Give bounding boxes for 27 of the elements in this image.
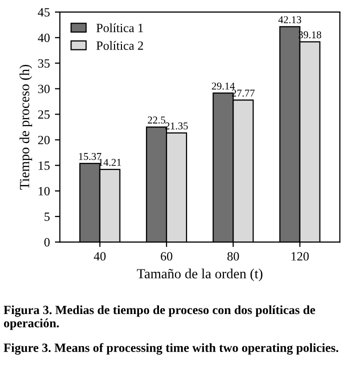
y-axis-title: Tiempo de proceso (h) [19, 64, 32, 190]
x-axis-title: Tamaño de la orden (t) [136, 268, 262, 282]
y-tick-label: 40 [38, 34, 50, 42]
data-label: 14.21 [99, 158, 121, 166]
legend-label: Política 2 [96, 41, 143, 50]
text: Figura 3. Medias de tiempo de proceso con dos políticas de operación. [4, 305, 316, 330]
y-tick-label: 20 [38, 136, 50, 144]
data-label: 42.13 [278, 16, 302, 24]
y-tick-label: 35 [38, 59, 50, 68]
y-tick-label: 15 [38, 161, 50, 170]
data-label: 27.77 [232, 90, 255, 97]
data-label: 22.5 [148, 116, 166, 124]
data-label: 29.14 [212, 82, 235, 90]
data-label: 15.37 [79, 152, 102, 160]
caption: Figure 3. Means of processing time with two operating policies. [4, 343, 338, 355]
x-tick-label: 120 [292, 252, 309, 261]
y-tick-label: 10 [38, 186, 50, 196]
x-tick-label: 60 [160, 252, 172, 261]
y-tick-label: 30 [38, 84, 50, 94]
x-tick-label: 40 [94, 252, 106, 261]
y-tick-label: 0 [44, 238, 50, 246]
y-tick-label: 25 [38, 110, 50, 119]
legend-label: Política 1 [96, 23, 143, 32]
x-tick-label: 80 [227, 252, 239, 261]
data-label: 21.35 [165, 122, 188, 130]
y-tick-label: 5 [44, 212, 50, 221]
y-tick-label: 45 [38, 8, 50, 17]
